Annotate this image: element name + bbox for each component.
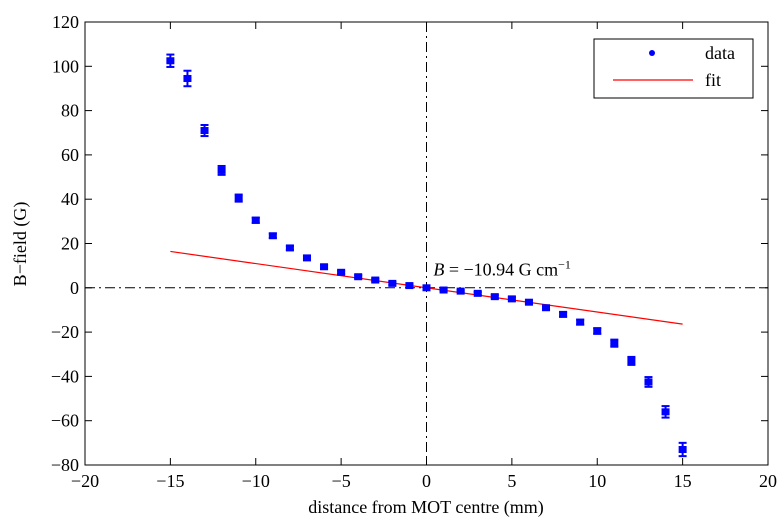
axis-ticks [84, 21, 769, 466]
data-marker [678, 445, 687, 453]
data-marker [644, 378, 653, 386]
data-point [678, 441, 687, 458]
data-marker [320, 263, 329, 271]
y-axis-label: B−field (G) [10, 202, 31, 287]
data-marker [490, 293, 499, 301]
x-tick-label: 0 [422, 471, 431, 491]
x-tick-label: 20 [759, 471, 777, 491]
data-point [302, 254, 311, 262]
data-marker [422, 284, 431, 292]
y-tick-label: 60 [61, 145, 79, 165]
data-marker [593, 327, 602, 335]
x-tick-label: 5 [507, 471, 516, 491]
data-point [576, 318, 585, 326]
y-tick-label: −40 [51, 366, 79, 386]
x-axis-label: distance from MOT centre (mm) [308, 497, 544, 518]
data-marker [302, 254, 311, 262]
data-marker [217, 166, 226, 174]
x-tick-label: −5 [332, 471, 351, 491]
data-point [456, 287, 465, 295]
data-point [661, 405, 670, 419]
y-tick-label: 120 [52, 12, 79, 32]
annotation-value: = −10.94 G cm [444, 260, 558, 280]
y-tick-label: 20 [61, 234, 79, 254]
data-marker [627, 357, 636, 365]
data-point [473, 289, 482, 297]
y-tick-label: 80 [61, 101, 79, 121]
data-marker [456, 287, 465, 295]
data-marker [200, 127, 209, 135]
data-point [371, 276, 380, 284]
data-marker [507, 295, 516, 303]
data-point [234, 193, 243, 203]
data-marker [285, 244, 294, 252]
annotation-superscript: −1 [558, 258, 571, 272]
data-point [166, 53, 175, 68]
data-point [593, 327, 602, 335]
x-tick-label: 15 [674, 471, 692, 491]
data-marker [610, 339, 619, 347]
data-point [524, 298, 533, 306]
data-point [507, 295, 516, 303]
y-tick-label: 100 [52, 56, 79, 76]
legend: data fit [593, 38, 754, 99]
data-point [627, 355, 636, 366]
data-point [268, 232, 277, 240]
legend-data-label: data [705, 43, 735, 63]
data-point [200, 123, 209, 138]
legend-data-marker [649, 50, 655, 56]
data-marker [559, 310, 568, 318]
tick-labels: −20 −15 −10 −5 0 5 10 15 20 −80 −60 −40 −20 0 20 40 60 80… [51, 12, 777, 491]
data-marker [542, 304, 551, 312]
data-point [610, 338, 619, 348]
data-point [388, 279, 397, 287]
data-marker [234, 194, 243, 202]
x-tick-label: −10 [242, 471, 270, 491]
legend-fit-label: fit [705, 70, 721, 90]
gradient-annotation: B = −10.94 G cm−1 [433, 258, 571, 280]
x-tick-label: −20 [71, 471, 99, 491]
data-marker [439, 286, 448, 294]
data-point [320, 263, 329, 271]
legend-box [593, 38, 754, 99]
x-tick-label: −15 [156, 471, 184, 491]
data-point [439, 286, 448, 294]
y-tick-label: −60 [51, 411, 79, 431]
data-marker [661, 408, 670, 416]
data-point [559, 310, 568, 318]
data-point [542, 304, 551, 312]
data-marker [251, 216, 260, 224]
annotation-symbol: B [433, 260, 444, 280]
data-marker [183, 74, 192, 82]
y-tick-label: −20 [51, 322, 79, 342]
data-marker [337, 268, 346, 276]
y-tick-label: 40 [61, 189, 79, 209]
data-point [217, 164, 226, 176]
y-tick-label: −80 [51, 455, 79, 475]
y-tick-label: 0 [70, 278, 79, 298]
data-marker [388, 279, 397, 287]
data-point [490, 293, 499, 301]
data-point [183, 69, 192, 88]
data-marker [354, 273, 363, 281]
data-marker [405, 282, 414, 290]
data-point [405, 282, 414, 290]
data-point [644, 376, 653, 388]
data-marker [371, 276, 380, 284]
data-point [337, 268, 346, 276]
data-marker [166, 57, 175, 65]
data-marker [473, 289, 482, 297]
data-marker [576, 318, 585, 326]
data-point [354, 273, 363, 281]
x-tick-label: 10 [588, 471, 606, 491]
data-point [422, 284, 431, 292]
data-marker [268, 232, 277, 240]
data-point [285, 244, 294, 252]
data-point [251, 216, 260, 224]
data-marker [524, 298, 533, 306]
data-layer [166, 53, 687, 458]
